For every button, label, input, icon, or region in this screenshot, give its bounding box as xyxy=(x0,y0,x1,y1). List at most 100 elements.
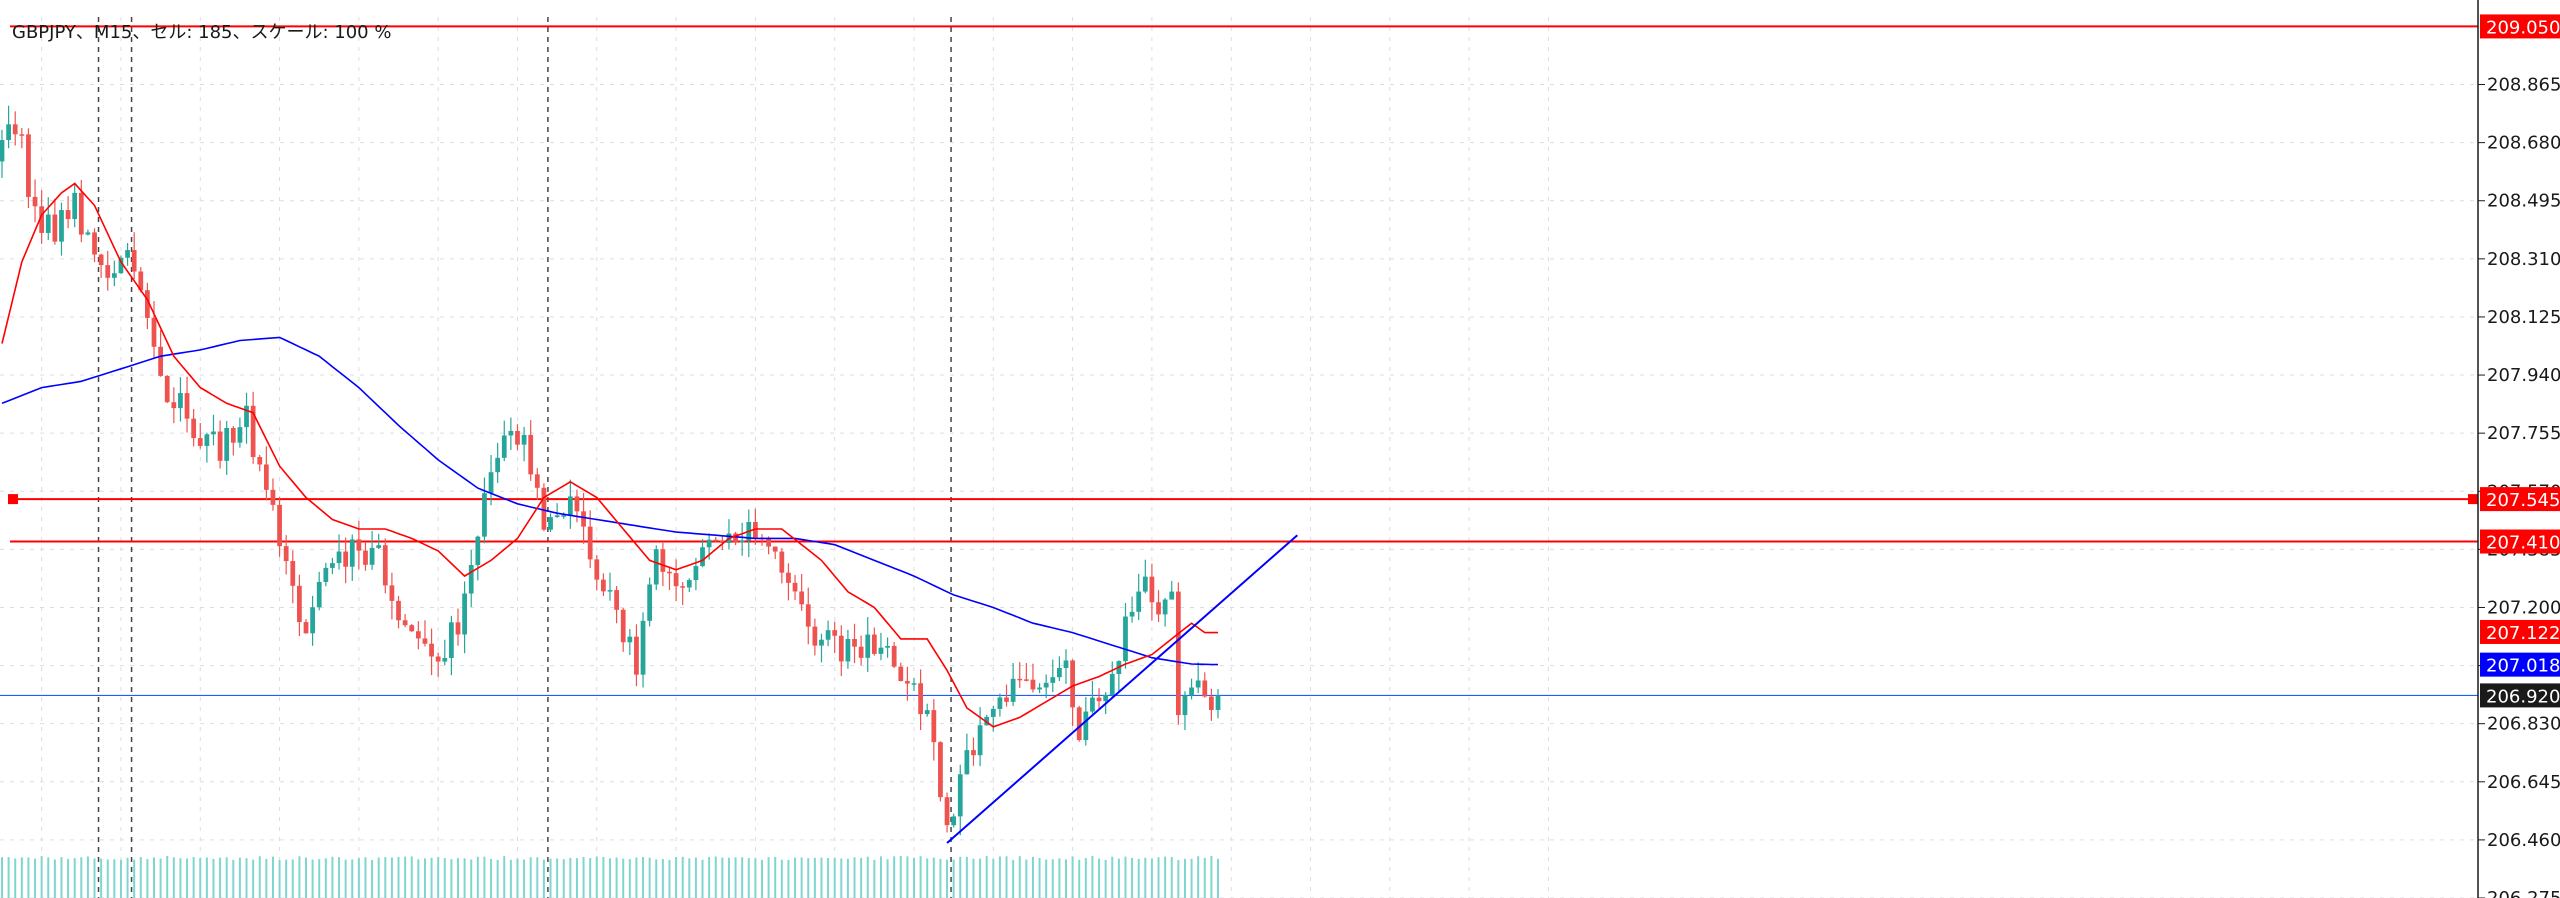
candle-bear xyxy=(614,590,619,610)
price-tick-label: 206.830 xyxy=(2487,714,2560,735)
candle-bull xyxy=(323,567,329,582)
period-separators xyxy=(97,17,952,898)
candle-bull xyxy=(1215,695,1221,710)
candle-bear xyxy=(32,196,38,207)
candle-bull xyxy=(1083,711,1089,741)
candle-bull xyxy=(554,515,560,518)
candle-bear xyxy=(429,643,434,657)
candle-bull xyxy=(204,434,210,446)
candle-bull xyxy=(627,636,633,643)
candle-bull xyxy=(1063,660,1069,669)
candle-bull xyxy=(244,405,249,428)
candle-bull xyxy=(706,539,712,548)
candle-bull xyxy=(125,250,130,258)
candle-bear xyxy=(898,666,904,681)
candle-bear xyxy=(363,550,368,565)
candle-bear xyxy=(733,533,738,542)
price-tag-label-resistance-2: 207.410 xyxy=(2486,533,2560,554)
candle-bull xyxy=(85,232,91,235)
candle-bull xyxy=(211,431,216,435)
candle-bull xyxy=(964,750,970,775)
candle-bull xyxy=(178,393,183,409)
candle-bear xyxy=(402,620,408,626)
candle-bull xyxy=(990,708,996,717)
candle-bear xyxy=(1070,660,1075,708)
candle-bear xyxy=(12,124,18,135)
candle-bear xyxy=(297,585,302,623)
candle-bear xyxy=(19,134,25,136)
candle-bear xyxy=(799,591,805,605)
candle-bear xyxy=(660,549,666,572)
candle-bear xyxy=(158,346,163,376)
candle-bull xyxy=(607,590,613,592)
candle-bear xyxy=(858,646,864,658)
candle-bear xyxy=(217,431,223,461)
candle-bear xyxy=(891,645,897,667)
price-tag-label-bid: 206.920 xyxy=(2486,686,2560,707)
candle-bull xyxy=(640,620,646,675)
price-tags: 209.050 207.545 207.410 207.122 207.018 206.9… xyxy=(2480,14,2560,708)
candle-bull xyxy=(1169,591,1175,600)
candle-bear xyxy=(1096,697,1102,702)
candle-bull xyxy=(0,140,5,162)
candle-bear xyxy=(415,631,421,639)
candle-bull xyxy=(951,816,957,826)
candle-bear xyxy=(435,656,441,662)
candle-bull xyxy=(482,493,487,537)
price-tag-label-top-line: 209.050 xyxy=(2486,17,2560,38)
chart-title: GBPJPY、M15、セル: 185、スケール: 100 % xyxy=(12,22,391,43)
hline-anchor-right[interactable] xyxy=(2468,494,2478,505)
candle-bear xyxy=(971,750,976,756)
candle-bull xyxy=(1189,687,1194,696)
price-tag-ma-fast xyxy=(2480,619,2560,644)
candle-bull xyxy=(548,517,553,530)
trendline[interactable] xyxy=(946,534,1298,844)
candle-bear xyxy=(92,232,97,255)
moving-averages xyxy=(1,182,1219,728)
candle-bull xyxy=(693,566,699,581)
candle-bull xyxy=(521,434,527,445)
price-tag-top-line xyxy=(2480,14,2560,39)
price-tag-resistance-2 xyxy=(2480,529,2560,554)
price-tick-label: 206.275 xyxy=(2487,888,2560,898)
candle-bear xyxy=(594,559,600,580)
candle-bull xyxy=(111,273,117,278)
candle-bear xyxy=(1175,591,1181,716)
candle-bull xyxy=(59,210,64,242)
price-tag-label-resistance-1: 207.545 xyxy=(2486,490,2560,511)
candle-bear xyxy=(39,206,45,233)
candle-bull xyxy=(1043,682,1049,688)
candle-bear xyxy=(944,797,950,826)
candle-bull xyxy=(1103,694,1109,702)
candle-bear xyxy=(1017,678,1023,681)
price-tick-label: 208.125 xyxy=(2487,307,2560,328)
candle-bear xyxy=(1030,679,1036,690)
candle-bear xyxy=(356,539,362,551)
candle-bull xyxy=(508,430,514,436)
candle-bull xyxy=(45,214,51,233)
candle-bear xyxy=(918,683,923,715)
candle-bull xyxy=(997,697,1003,709)
hline-anchor-left[interactable] xyxy=(8,494,18,505)
candle-bear xyxy=(541,487,547,530)
price-axis-panel[interactable] xyxy=(2478,0,2560,898)
volume-bars xyxy=(1,856,1219,898)
candle-bull xyxy=(369,547,375,565)
price-tick-label: 207.200 xyxy=(2487,597,2560,618)
price-axis: 208.865 208.680 208.495 208.310 208.125 207.9… xyxy=(2478,75,2560,898)
candle-bear xyxy=(52,214,58,242)
candle-bear xyxy=(713,539,719,542)
trendline-group[interactable] xyxy=(946,534,1298,844)
candle-bull xyxy=(561,515,567,517)
candle-bull xyxy=(1109,674,1115,695)
candle-bull xyxy=(316,581,322,608)
candle-bear xyxy=(772,546,778,552)
candle-bull xyxy=(224,427,230,461)
candle-bear xyxy=(832,630,838,636)
horizontal-lines[interactable] xyxy=(0,25,2478,697)
candle-bear xyxy=(1076,707,1082,741)
candle-bear xyxy=(396,600,401,621)
candle-bull xyxy=(686,580,692,588)
